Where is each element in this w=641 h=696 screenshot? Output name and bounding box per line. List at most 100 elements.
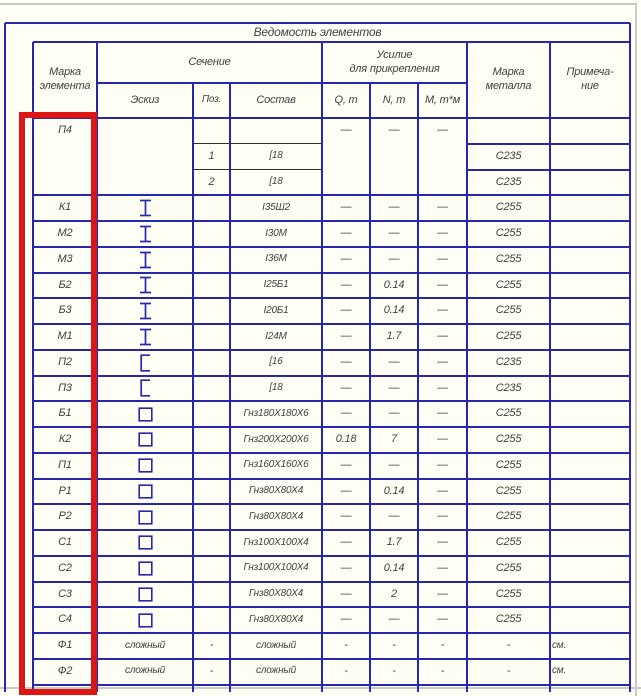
cell-steel: С255 (495, 304, 522, 317)
cell-n: — (388, 407, 400, 420)
cell-note (550, 221, 630, 247)
square-tube-sketch-icon (97, 479, 193, 505)
grid-line-v (321, 42, 323, 692)
grid-line-v (229, 83, 231, 692)
sheet-frame-bottom-line (0, 687, 641, 689)
cell-steel: С255 (495, 561, 522, 574)
header-sostav: Состав (256, 93, 296, 106)
cell-poz (193, 479, 230, 505)
cell-q: - (344, 639, 348, 651)
cell-q: — (340, 381, 352, 394)
grid-line-h (33, 529, 630, 531)
cell-mark: К1 (58, 201, 72, 214)
cell-note (550, 530, 630, 556)
square-tube-sketch-icon (97, 607, 193, 633)
grid-line-v (629, 23, 631, 692)
cell-sostav: I25Б1 (263, 279, 289, 291)
cell-sketch-label: сложный (125, 639, 165, 651)
cell-q: — (340, 561, 352, 574)
header-n: N, т (382, 93, 406, 106)
grid-line-h (33, 194, 630, 197)
cell-m: — (437, 613, 448, 626)
cell-n: — (388, 124, 400, 136)
grid-line-h (33, 297, 630, 300)
cell-m: — (437, 227, 448, 239)
grid-line-v (369, 83, 371, 692)
cell-poz (193, 221, 230, 247)
cell-steel: С255 (495, 587, 522, 600)
table-title: Ведомость элементов (253, 25, 382, 39)
cell-sostav: Гнз100Х100Х4 (243, 536, 309, 548)
cell-q: — (340, 407, 352, 420)
grid-line-v (549, 42, 551, 692)
cell-note (550, 195, 630, 221)
cell-note (550, 350, 630, 376)
cell-poz (193, 273, 230, 299)
cell-m: - (440, 664, 445, 677)
poz-block-divider-line (193, 168, 322, 170)
cell-n: 0.14 (383, 278, 405, 291)
cell-n: — (388, 458, 400, 471)
cell-sostav: I36М (265, 253, 287, 265)
cell-poz: - (209, 639, 214, 651)
red-highlight-rectangle (19, 112, 97, 695)
cell-poz (193, 298, 230, 324)
cell-m: — (437, 278, 448, 291)
header-poz: Поз. (201, 94, 222, 106)
cell-mark: П1 (58, 458, 72, 471)
cell-sostav: Гнз180Х180Х6 (243, 407, 309, 419)
cell-poz (193, 195, 230, 221)
cell-m: — (437, 201, 448, 214)
cell-mark: Б1 (58, 407, 72, 420)
cell-m: — (437, 484, 448, 497)
cell-note (550, 427, 630, 453)
cell-mark: Б3 (58, 304, 72, 317)
cell-poz (193, 504, 230, 530)
cell-q: — (340, 304, 352, 317)
grid-line-v (417, 83, 419, 692)
cell-mark: С3 (58, 587, 72, 600)
cell-m: — (437, 536, 448, 548)
cell-n: 0.14 (383, 484, 405, 497)
cell-mark: П2 (58, 355, 72, 368)
grid-line-h (33, 245, 630, 248)
grid-line-h (33, 657, 630, 660)
cell-poz: 2 (208, 175, 215, 188)
grid-line-h (33, 400, 630, 403)
cell-m: — (437, 458, 448, 471)
cell-note (550, 273, 630, 299)
cell-mark: М2 (57, 227, 73, 239)
cell-q: 0.18 (335, 433, 357, 445)
cell-steel: С235 (495, 355, 522, 368)
cell-n: - (392, 664, 396, 677)
cell-note (550, 607, 630, 633)
cell-m: — (437, 252, 448, 265)
cell-note (550, 298, 630, 324)
cell-sostav: Гнз80Х80Х4 (248, 485, 304, 497)
cell-poz (193, 324, 230, 350)
cell-sostav: Гнз200Х200Х6 (243, 433, 309, 445)
cell-steel: С255 (495, 278, 522, 291)
grid-line-h (33, 503, 630, 506)
cell-note (550, 582, 630, 608)
grid-line-h (33, 117, 630, 119)
cell-q: — (340, 484, 352, 497)
cell-m: — (437, 330, 448, 342)
cell-sostav: Гнз80Х80Х4 (248, 588, 304, 600)
cell-sostav: сложный (256, 665, 296, 677)
header-primechanie: Примеча- ние (566, 66, 614, 92)
square-tube-sketch-icon (97, 453, 193, 479)
cell-sostav: I20Б1 (263, 304, 289, 316)
ibeam-sketch-icon (97, 221, 193, 247)
channel-sketch-icon (97, 376, 193, 402)
cell-steel: С255 (495, 252, 522, 265)
cell-poz (193, 607, 230, 633)
cell-n: — (388, 355, 400, 368)
poz-block-divider-line (193, 142, 322, 144)
cell-note (550, 247, 630, 273)
cell-n: — (388, 613, 400, 626)
cell-n: 0.14 (383, 304, 405, 317)
cell-steel: - (506, 664, 511, 677)
grid-line-h (33, 323, 630, 325)
cell-sostav: сложный (256, 639, 296, 651)
